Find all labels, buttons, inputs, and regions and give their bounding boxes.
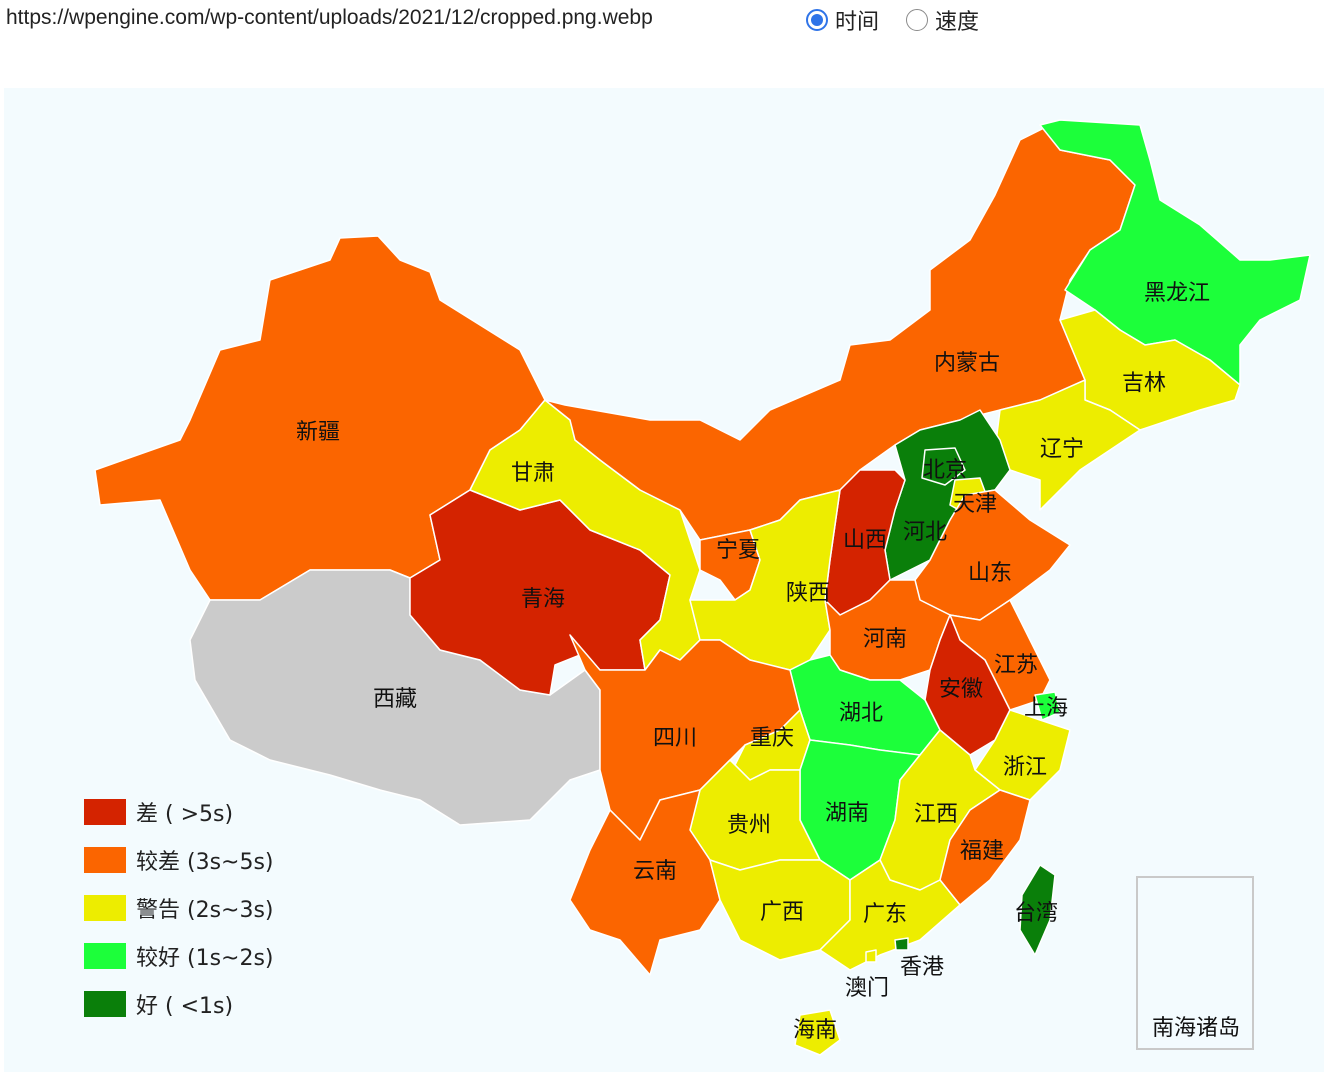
- region-辽宁[interactable]: [994, 379, 1141, 511]
- radio-time-button[interactable]: [806, 9, 828, 31]
- legend-swatch: [84, 991, 126, 1017]
- legend-swatch: [84, 895, 126, 921]
- legend-swatch: [84, 847, 126, 873]
- map-svg: [94, 119, 1311, 1056]
- region-上海[interactable]: [1034, 691, 1061, 721]
- radio-time-label: 时间: [835, 10, 880, 35]
- legend-item-good[interactable]: 较好 (1s~2s): [84, 932, 274, 980]
- radio-speed-button[interactable]: [906, 9, 928, 31]
- region-海南[interactable]: [794, 1009, 841, 1056]
- legend-item-fair[interactable]: 较差 (3s~5s): [84, 836, 274, 884]
- legend-swatch: [84, 943, 126, 969]
- region-广东[interactable]: [819, 859, 961, 971]
- legend: 差 ( >5s) 较差 (3s~5s) 警告 (2s~3s) 较好 (1s~2s…: [84, 788, 274, 1028]
- china-map: 新疆 西藏 青海 甘肃 内蒙古 黑龙江 吉林 辽宁 北京 天津 河北 山西 宁夏 陕西 山东 河南 江苏 安徽 上海…: [4, 88, 1324, 1072]
- region-台湾[interactable]: [1019, 864, 1056, 956]
- region-云南[interactable]: [569, 789, 721, 976]
- south-china-sea-inset: 南海诸岛: [1136, 876, 1254, 1050]
- legend-label: 警告 (2s~3s): [136, 898, 274, 923]
- radio-speed[interactable]: 速度: [906, 4, 979, 36]
- legend-label: 好 ( <1s): [136, 994, 234, 1019]
- legend-label: 差 ( >5s): [136, 802, 234, 827]
- legend-label: 较好 (1s~2s): [136, 946, 274, 971]
- region-福建[interactable]: [939, 789, 1031, 906]
- region-澳门[interactable]: [865, 949, 877, 963]
- region-北京[interactable]: [921, 447, 966, 486]
- legend-item-warning[interactable]: 警告 (2s~3s): [84, 884, 274, 932]
- radio-time[interactable]: 时间: [806, 4, 879, 36]
- top-bar: https://wpengine.com/wp-content/uploads/…: [0, 0, 1324, 40]
- inset-label: 南海诸岛: [1152, 1016, 1241, 1041]
- legend-label: 较差 (3s~5s): [136, 850, 274, 875]
- region-香港[interactable]: [894, 937, 909, 951]
- legend-item-excellent[interactable]: 好 ( <1s): [84, 980, 274, 1028]
- image-url-text: https://wpengine.com/wp-content/uploads/…: [6, 6, 653, 29]
- radio-speed-label: 速度: [935, 10, 980, 35]
- legend-swatch: [84, 799, 126, 825]
- legend-item-poor[interactable]: 差 ( >5s): [84, 788, 274, 836]
